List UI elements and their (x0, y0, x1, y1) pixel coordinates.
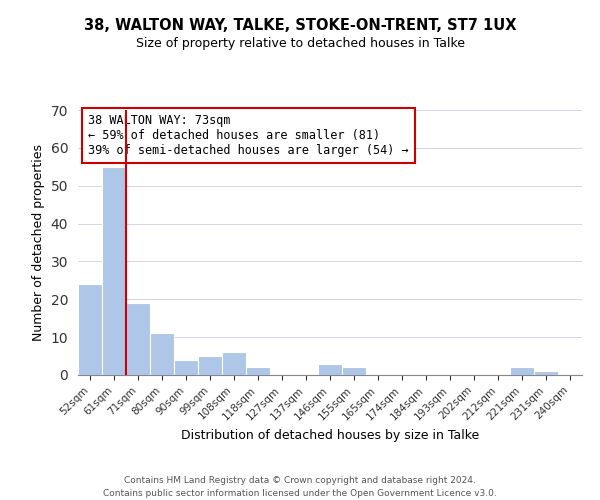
Bar (318, 364, 342, 375)
Bar (198, 356, 222, 375)
Bar (174, 360, 198, 375)
Bar (222, 352, 246, 375)
Bar (510, 368, 534, 375)
Text: Size of property relative to detached houses in Talke: Size of property relative to detached ho… (136, 38, 464, 51)
Text: 38, WALTON WAY, TALKE, STOKE-ON-TRENT, ST7 1UX: 38, WALTON WAY, TALKE, STOKE-ON-TRENT, S… (84, 18, 516, 32)
Text: Contains public sector information licensed under the Open Government Licence v3: Contains public sector information licen… (103, 489, 497, 498)
Bar (78, 284, 102, 375)
Text: 38 WALTON WAY: 73sqm
← 59% of detached houses are smaller (81)
39% of semi-detac: 38 WALTON WAY: 73sqm ← 59% of detached h… (88, 114, 409, 157)
X-axis label: Distribution of detached houses by size in Talke: Distribution of detached houses by size … (181, 428, 479, 442)
Bar (102, 167, 126, 375)
Text: Contains HM Land Registry data © Crown copyright and database right 2024.: Contains HM Land Registry data © Crown c… (124, 476, 476, 485)
Bar (246, 368, 270, 375)
Bar (342, 368, 366, 375)
Bar (534, 371, 558, 375)
Y-axis label: Number of detached properties: Number of detached properties (32, 144, 45, 341)
Bar (126, 303, 150, 375)
Bar (150, 334, 174, 375)
